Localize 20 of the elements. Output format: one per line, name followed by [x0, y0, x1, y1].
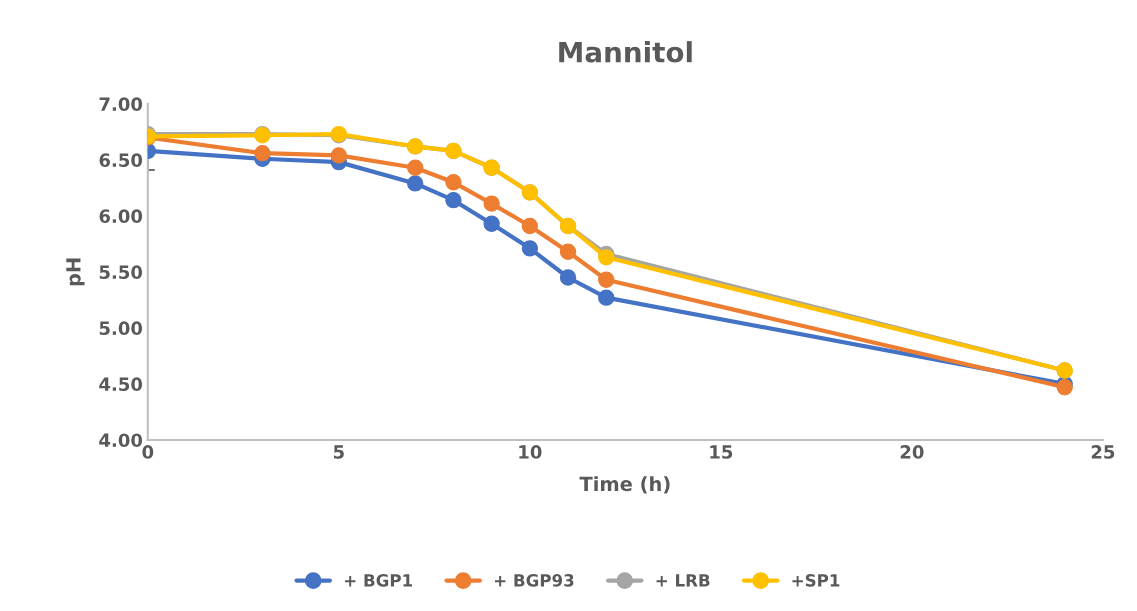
x-tick-label: 25: [1091, 445, 1115, 459]
y-tick-label: 5.50: [99, 265, 143, 280]
chart-title: Mannitol: [559, 41, 692, 63]
x-axis-title: Time (h): [579, 476, 670, 494]
x-tick-label: 15: [710, 445, 733, 459]
y-tick-label: 7.00: [99, 97, 143, 111]
y-tick-label: 5.00: [99, 321, 143, 336]
legend-label: +SP1: [792, 574, 840, 587]
y-tick-label: 4.00: [99, 433, 143, 448]
legend-label: + LRB: [656, 574, 710, 587]
legend-label: + BGP93: [494, 574, 574, 587]
x-tick-label: 10: [519, 445, 542, 459]
y-tick-label: 4.50: [99, 377, 143, 392]
legend-label: + BGP1: [344, 574, 413, 587]
y-tick-label: 6.50: [99, 153, 143, 167]
x-tick-label: 0: [142, 445, 154, 459]
y-tick-label: 6.00: [99, 209, 143, 223]
x-tick-label: 5: [333, 445, 344, 459]
x-tick-label: 20: [900, 445, 924, 459]
y-axis-title: pH: [66, 258, 85, 286]
